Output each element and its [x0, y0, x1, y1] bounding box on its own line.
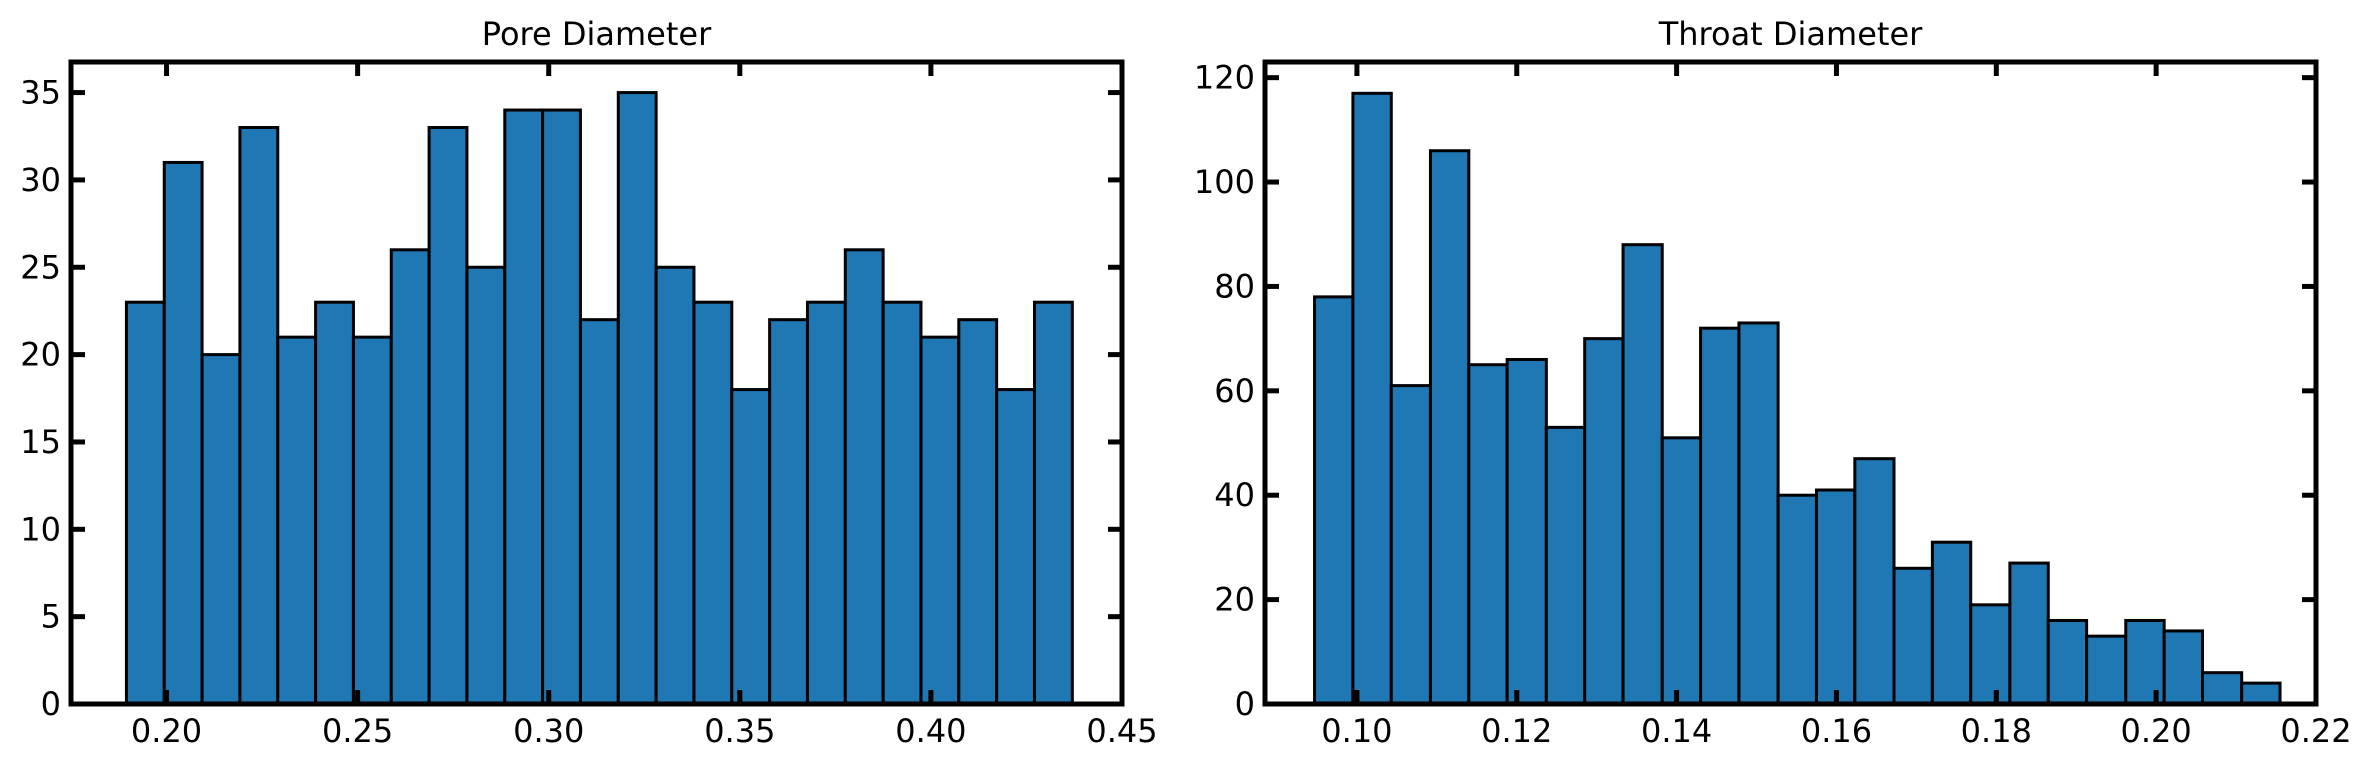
- histogram-bar: [1428, 149, 1471, 706]
- x-tick-label: 0.22: [2280, 712, 2351, 750]
- histogram-bar: [805, 300, 847, 706]
- histogram-bar: [2008, 561, 2050, 706]
- histogram-bar: [124, 300, 166, 706]
- histogram-bar: [730, 388, 772, 706]
- histogram-bar: [2240, 681, 2282, 706]
- histogram-bar: [768, 318, 809, 706]
- histogram-bar: [957, 318, 999, 706]
- histogram-bar: [1737, 321, 1780, 706]
- histogram-bar: [238, 126, 280, 706]
- x-tick-label: 0.45: [1086, 712, 1157, 750]
- histogram-bar: [1814, 488, 1857, 706]
- histogram-bar: [1969, 603, 2012, 706]
- y-tick-label: 15: [20, 423, 61, 461]
- plot-frame: [68, 59, 1125, 707]
- histogram-bar: [654, 265, 696, 706]
- histogram-bar: [200, 353, 242, 706]
- histogram-bar: [919, 335, 961, 706]
- x-tick-label: 0.35: [704, 712, 775, 750]
- histogram-bar: [1032, 300, 1074, 706]
- y-tick-label: 25: [20, 248, 61, 286]
- y-tick-label: 5: [41, 598, 61, 636]
- histogram-bar: [276, 335, 318, 706]
- x-tick-label: 0.20: [131, 712, 202, 750]
- x-tick-label: 0.16: [1801, 712, 1872, 750]
- y-tick-label: 100: [1194, 163, 1255, 201]
- y-tick-label: 60: [1214, 372, 1255, 410]
- chart-title: Pore Diameter: [482, 15, 712, 53]
- chart-title: Throat Diameter: [1658, 15, 1923, 53]
- y-tick-label: 0: [41, 685, 61, 723]
- histogram-bar: [1505, 358, 1548, 706]
- histogram-bar: [1930, 540, 1973, 706]
- x-tick-label: 0.12: [1481, 712, 1552, 750]
- histogram-bar: [2162, 629, 2205, 706]
- histogram-bar: [2046, 618, 2089, 706]
- histogram-bar: [1621, 243, 1664, 706]
- histogram-bar: [314, 300, 355, 706]
- histogram-bar: [1467, 363, 1509, 706]
- pore-diameter-histogram: Pore Diameter 0.20 0.25 0.30 0.35 0.40 0.45 0 5 1…: [20, 15, 1157, 750]
- y-tick-label: 10: [20, 510, 61, 548]
- histogram-bar: [843, 248, 885, 706]
- throat-diameter-histogram: Throat Diameter 0.10 0.12 0.14 0.16 0.18 0.20 0…: [1194, 15, 2352, 750]
- plot-frame: [1262, 59, 2319, 707]
- histogram-bar: [881, 300, 923, 706]
- x-tick-label: 0.20: [2121, 712, 2192, 750]
- histogram-bar: [1544, 425, 1587, 706]
- histogram-bar: [351, 335, 393, 706]
- histogram-bar: [578, 318, 620, 706]
- histogram-bar: [995, 388, 1036, 706]
- y-tick-label: 35: [20, 74, 61, 112]
- histogram-bar: [1313, 295, 1355, 706]
- y-tick-label: 30: [20, 161, 61, 199]
- histogram-bar: [1892, 566, 1934, 706]
- histogram-bar: [2201, 671, 2244, 706]
- x-tick-label: 0.18: [1961, 712, 2032, 750]
- histogram-bar: [427, 126, 469, 706]
- histogram-bar: [503, 108, 545, 706]
- histogram-bar: [616, 91, 658, 706]
- y-tick-label: 40: [1214, 476, 1255, 514]
- histogram-bar: [1776, 493, 1818, 706]
- histogram-bar: [465, 265, 507, 706]
- x-tick-label: 0.30: [513, 712, 584, 750]
- histogram-bar: [692, 300, 734, 706]
- y-tick-label: 120: [1194, 59, 1255, 97]
- y-tick-label: 20: [1214, 581, 1255, 619]
- histogram-bar: [541, 108, 582, 706]
- histogram-bar: [1699, 326, 1741, 706]
- x-tick-label: 0.25: [322, 712, 393, 750]
- histogram-bar: [1351, 91, 1393, 706]
- histogram-bar: [162, 160, 204, 706]
- histogram-bar: [1389, 384, 1432, 706]
- y-tick-label: 20: [20, 336, 61, 374]
- histogram-bar: [1583, 337, 1625, 706]
- x-tick-label: 0.14: [1641, 712, 1712, 750]
- histogram-bar: [389, 248, 431, 706]
- histogram-bar: [1660, 436, 1703, 706]
- x-tick-label: 0.10: [1321, 712, 1392, 750]
- histogram-bar: [2085, 634, 2128, 706]
- y-tick-label: 0: [1235, 685, 1255, 723]
- histogram-bar: [1853, 457, 1896, 706]
- y-tick-label: 80: [1214, 267, 1255, 305]
- x-tick-label: 0.40: [895, 712, 966, 750]
